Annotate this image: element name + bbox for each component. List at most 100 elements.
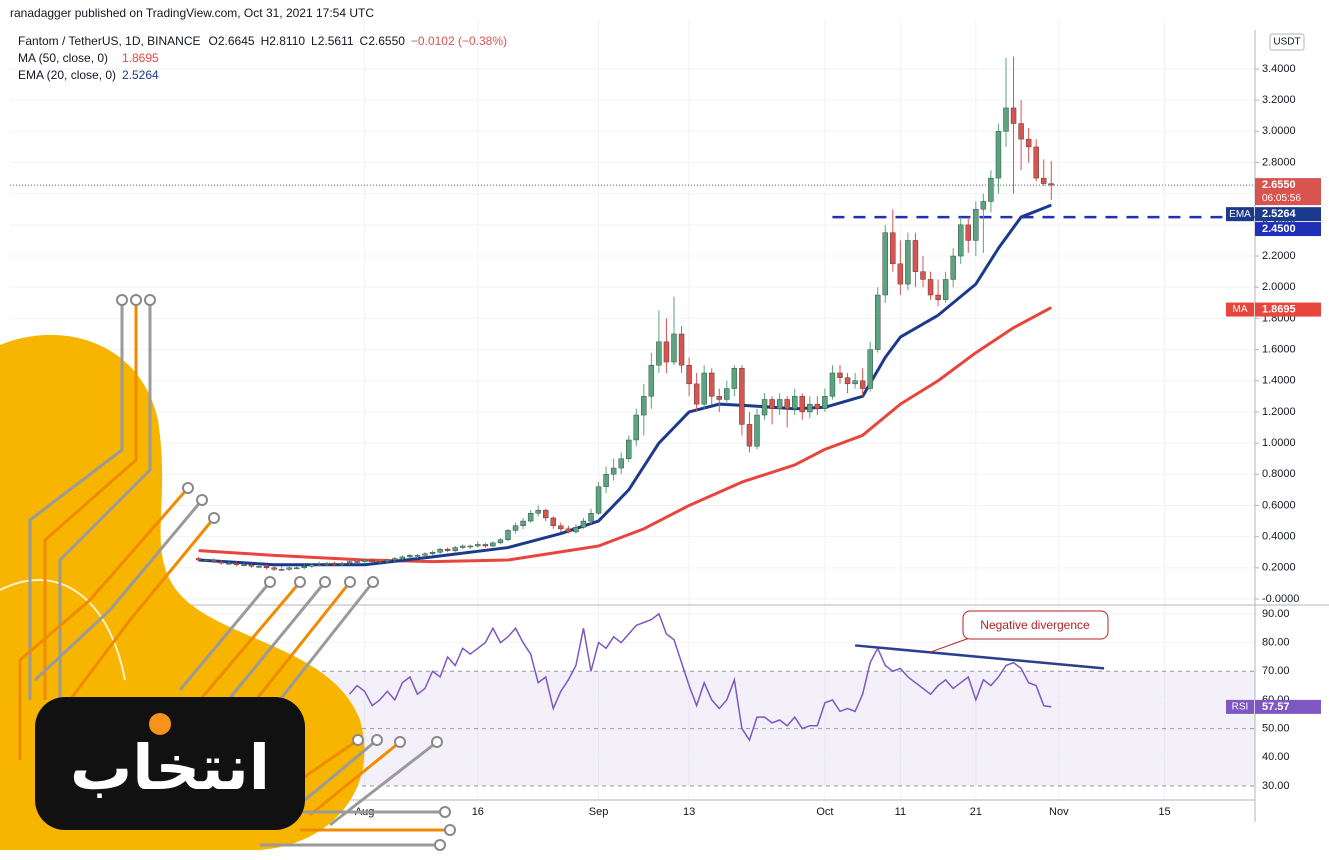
annotation-text: Negative divergence bbox=[980, 618, 1090, 632]
candle-body bbox=[211, 559, 217, 562]
rsi-trendline bbox=[854, 644, 1105, 670]
candle-body bbox=[867, 349, 873, 389]
candle-body bbox=[837, 372, 843, 378]
candle-body bbox=[686, 364, 692, 385]
candle-body bbox=[377, 561, 383, 563]
y-tick-label: 3.0000 bbox=[1262, 125, 1296, 137]
ma-legend-value: 1.8695 bbox=[122, 51, 159, 65]
candle-body bbox=[829, 372, 836, 397]
candle-body bbox=[641, 396, 647, 416]
candle-body bbox=[807, 403, 813, 413]
candle-body bbox=[1033, 146, 1039, 179]
candle-body bbox=[339, 562, 345, 565]
y-tick-label: 2.2000 bbox=[1262, 250, 1296, 262]
candle-body bbox=[663, 341, 670, 363]
x-tick-label: 21 bbox=[970, 806, 982, 818]
candle-body bbox=[973, 209, 979, 241]
candle-body bbox=[882, 232, 888, 296]
currency: USDT bbox=[1273, 37, 1300, 48]
rsi-tick-label: 50.00 bbox=[1262, 723, 1290, 735]
ema-tag-box bbox=[1255, 207, 1321, 222]
candle-body bbox=[429, 552, 436, 554]
candle-body bbox=[1003, 107, 1009, 132]
candle-body bbox=[278, 569, 285, 571]
candle-body bbox=[331, 562, 338, 565]
candle-body bbox=[671, 333, 677, 363]
candle-body bbox=[422, 553, 428, 556]
ma-tag-box bbox=[1255, 302, 1321, 317]
ema-legend-value: 2.5264 bbox=[122, 68, 159, 82]
candle-body bbox=[467, 545, 473, 548]
level-tag-value: 2.4500 bbox=[1262, 223, 1296, 235]
ma-tag-name: MA bbox=[1233, 304, 1248, 315]
candle-body bbox=[875, 294, 881, 350]
candle-body bbox=[935, 294, 941, 300]
candle-body bbox=[648, 364, 655, 397]
candle-body bbox=[271, 567, 277, 570]
candle-body bbox=[656, 341, 662, 366]
x-tick-label: Oct bbox=[816, 806, 833, 818]
candle-body bbox=[520, 520, 526, 526]
candle-body bbox=[452, 547, 458, 551]
candle-body bbox=[897, 263, 904, 285]
candle-body bbox=[407, 555, 413, 558]
candle-body bbox=[890, 232, 896, 265]
candle-body bbox=[195, 558, 202, 561]
ema-line bbox=[198, 203, 1052, 567]
candle-body bbox=[226, 562, 232, 565]
ma-tag-value: 1.8695 bbox=[1262, 303, 1296, 315]
candle-body bbox=[754, 414, 760, 447]
y-tick-label: 1.4000 bbox=[1262, 375, 1296, 387]
candle-body bbox=[565, 528, 572, 533]
candle-body bbox=[776, 399, 783, 410]
x-tick-label: 13 bbox=[683, 806, 695, 818]
rsi-line bbox=[348, 612, 1052, 742]
candle-body bbox=[950, 255, 956, 280]
x-tick-label: Nov bbox=[1049, 806, 1069, 818]
candle-body bbox=[603, 474, 609, 487]
level-tag-box bbox=[1255, 222, 1321, 237]
candle-body bbox=[610, 467, 617, 475]
rsi-tag-name-box bbox=[1226, 699, 1254, 714]
candle-body bbox=[701, 372, 707, 405]
rsi-tick-label: 70.00 bbox=[1262, 665, 1290, 677]
candle-body bbox=[1010, 107, 1017, 124]
currency-box bbox=[1269, 33, 1305, 51]
logo-circuit bbox=[18, 300, 450, 847]
rsi-tag-box bbox=[1255, 699, 1321, 714]
candle-body bbox=[294, 567, 300, 570]
y-tick-label: 2.8000 bbox=[1262, 156, 1296, 168]
price-tags: 2.6550 06:05:56 EMA 2.5264 2.4500 MA 1.8695 RSI… bbox=[1226, 178, 1321, 714]
ma-tag-name-box bbox=[1226, 302, 1254, 317]
rsi-tag-name: RSI bbox=[1232, 702, 1249, 713]
candle-body bbox=[505, 530, 511, 540]
candle-body bbox=[384, 559, 390, 562]
candle-body bbox=[852, 380, 858, 385]
candle-body bbox=[618, 458, 624, 469]
candle-body bbox=[958, 224, 964, 257]
plot: Negative divergence bbox=[10, 56, 1255, 742]
candle-body bbox=[346, 561, 353, 564]
candle-body bbox=[724, 388, 730, 400]
candle-body bbox=[286, 567, 292, 570]
rsi-tick-label: 30.00 bbox=[1262, 780, 1290, 792]
candle-body bbox=[203, 559, 209, 562]
ohlc-legend-item: L2.5611 bbox=[311, 34, 354, 48]
x-tick-label: 15 bbox=[1158, 806, 1170, 818]
candle-body bbox=[595, 486, 602, 514]
candle-body bbox=[920, 271, 926, 280]
ema-tag-name: EMA bbox=[1229, 209, 1251, 220]
candle-body bbox=[965, 224, 971, 241]
candle-body bbox=[361, 559, 368, 562]
rsi-tick-label: 80.00 bbox=[1262, 636, 1290, 648]
bitcoin-icon bbox=[149, 713, 171, 735]
candle-body bbox=[369, 559, 375, 562]
y-tick-label: 1.2000 bbox=[1262, 406, 1296, 418]
logo-text: انتخاب bbox=[70, 731, 270, 804]
candle-body bbox=[248, 564, 255, 567]
ema-legend: EMA (20, close, 0) bbox=[18, 68, 116, 82]
candle-body bbox=[399, 556, 406, 559]
candle-body bbox=[354, 561, 360, 563]
candle-body bbox=[309, 564, 315, 567]
